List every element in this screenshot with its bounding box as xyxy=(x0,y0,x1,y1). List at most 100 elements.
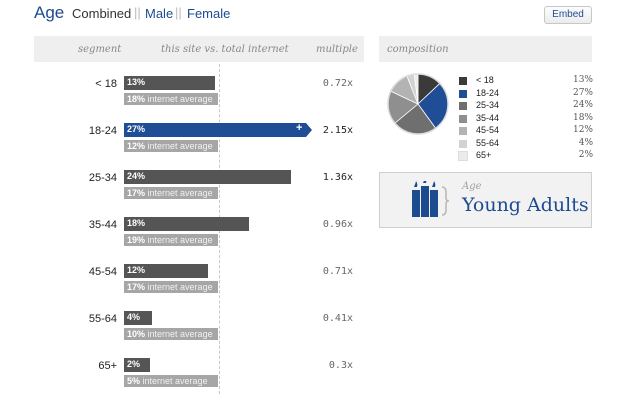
legend-item: 25-34 24% xyxy=(459,100,593,112)
internet-average-value: 10% xyxy=(127,329,146,339)
multiple-value: 0.3x xyxy=(328,360,353,371)
arrow-icon xyxy=(306,123,312,137)
site-share-bar: 18% xyxy=(124,217,249,231)
legend-value: 18% xyxy=(572,112,593,123)
site-share-value: 12% xyxy=(127,265,146,275)
segment-row: 18-24 +27% 12% internet average 2.15x xyxy=(0,122,370,169)
legend-item: 18-24 27% xyxy=(459,88,593,100)
legend-swatch xyxy=(459,102,467,110)
site-share-value: 2% xyxy=(127,359,141,369)
legend-value: 27% xyxy=(572,87,593,98)
legend-item: 35-44 18% xyxy=(459,113,593,125)
legend-swatch xyxy=(459,89,467,98)
site-share-bar: 12% xyxy=(124,264,208,278)
segment-row: < 18 13% 18% internet average 0.72x xyxy=(0,76,370,122)
internet-average-bar: 17% internet average xyxy=(124,187,218,199)
internet-average-bar: 10% internet average xyxy=(124,328,218,340)
internet-average-bar: 5% internet average xyxy=(124,375,218,387)
legend-label: 65+ xyxy=(476,150,492,160)
internet-average-text: 12% internet average xyxy=(127,141,213,151)
internet-average-label: internet average xyxy=(147,235,213,245)
segment-row: 55-64 4% 10% internet average 0.41x xyxy=(0,311,370,357)
pie-outline xyxy=(387,73,449,135)
site-share-fill xyxy=(124,123,306,137)
segment-row: 25-34 24% 17% internet average 1.36x xyxy=(0,170,370,216)
multiple-value: 1.36x xyxy=(322,172,353,183)
internet-average-bar: 19% internet average xyxy=(124,234,218,246)
segment-label: 25-34 xyxy=(88,172,117,184)
comparison-column-header: this site vs. total internet xyxy=(161,44,289,55)
internet-average-value: 19% xyxy=(127,235,146,245)
segment-label: 18-24 xyxy=(88,125,117,137)
persona-name: Young Adults xyxy=(462,194,589,216)
tab-separator: || xyxy=(175,5,182,20)
legend-label: < 18 xyxy=(476,75,494,85)
multiple-value: 0.96x xyxy=(322,219,353,230)
internet-average-label: internet average xyxy=(147,282,213,292)
site-share-fill xyxy=(124,311,152,325)
legend-swatch xyxy=(458,151,468,161)
composition-header: composition xyxy=(379,36,592,62)
composition-pie-chart xyxy=(387,73,449,135)
internet-average-label: internet average xyxy=(147,94,213,104)
legend-value: 2% xyxy=(578,150,593,160)
legend-swatch xyxy=(459,139,467,148)
candles-icon xyxy=(412,181,450,217)
legend-value: 24% xyxy=(572,100,593,110)
segment-label: 65+ xyxy=(98,360,117,372)
multiple-column-header: multiple xyxy=(316,44,358,55)
segment-row: 35-44 18% 19% internet average 0.96x xyxy=(0,217,370,263)
legend-label: 55-64 xyxy=(476,137,500,148)
legend-value: 12% xyxy=(572,125,593,135)
site-share-bar: 4% xyxy=(124,311,152,325)
legend-label: 25-34 xyxy=(476,100,500,110)
internet-average-text: 18% internet average xyxy=(127,94,213,104)
internet-average-label: internet average xyxy=(147,188,213,198)
internet-average-value: 12% xyxy=(127,141,146,151)
internet-average-text: 10% internet average xyxy=(127,329,213,339)
segment-label: < 18 xyxy=(95,78,117,90)
segment-label: 55-64 xyxy=(88,313,117,325)
internet-average-text: 5% internet average xyxy=(127,376,208,386)
site-share-bar: 2% xyxy=(124,358,150,372)
site-share-fill xyxy=(124,217,249,231)
legend-item: 65+ 2% xyxy=(458,150,593,162)
site-share-value: 18% xyxy=(127,218,146,228)
top-bar: Age Combined || Male || Female Embed xyxy=(0,0,620,30)
site-share-value: 27% xyxy=(127,124,146,134)
internet-average-value: 17% xyxy=(127,188,146,198)
composition-title: composition xyxy=(387,44,449,55)
internet-average-value: 17% xyxy=(127,282,146,292)
tab-female[interactable]: Female xyxy=(187,6,231,21)
internet-average-bar: 17% internet average xyxy=(124,281,218,293)
persona-category: Age xyxy=(462,181,482,192)
internet-average-label: internet average xyxy=(147,329,213,339)
legend-swatch xyxy=(459,127,467,135)
site-share-bar: 13% xyxy=(124,76,215,90)
tab-male[interactable]: Male xyxy=(145,6,174,21)
persona-card: Age Young Adults xyxy=(379,172,592,228)
site-share-value: 24% xyxy=(127,171,146,181)
internet-average-bar: 18% internet average xyxy=(124,93,218,105)
multiple-value: 0.72x xyxy=(322,78,353,89)
multiple-value: 0.71x xyxy=(322,266,353,277)
internet-average-label: internet average xyxy=(142,376,208,386)
internet-average-label: internet average xyxy=(147,141,213,151)
internet-average-text: 19% internet average xyxy=(127,235,213,245)
internet-average-value: 18% xyxy=(127,94,146,104)
legend-value: 4% xyxy=(578,137,593,148)
embed-button[interactable]: Embed xyxy=(544,6,592,24)
site-share-value: 13% xyxy=(127,77,146,87)
legend-item: 55-64 4% xyxy=(459,138,593,150)
internet-average-value: 5% xyxy=(127,376,141,386)
tab-combined[interactable]: Combined xyxy=(72,6,132,21)
site-share-fill xyxy=(124,358,150,372)
plus-icon: + xyxy=(296,122,303,134)
internet-average-text: 17% internet average xyxy=(127,282,213,292)
segment-row: 65+ 2% 5% internet average 0.3x xyxy=(0,358,370,404)
site-share-fill xyxy=(124,170,291,184)
legend-label: 45-54 xyxy=(476,125,500,135)
site-share-bar: +27% xyxy=(124,122,312,137)
multiple-value: 2.15x xyxy=(322,125,353,136)
site-share-fill xyxy=(124,76,215,90)
